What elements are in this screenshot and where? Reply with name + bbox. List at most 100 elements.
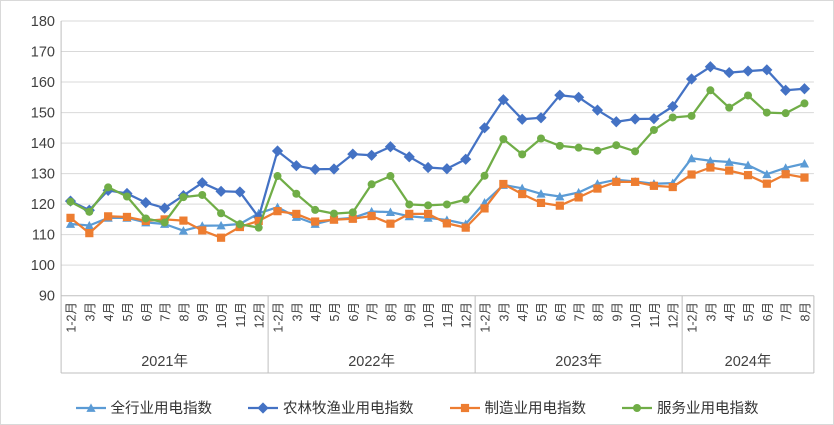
data-point-marker [347, 148, 359, 160]
data-point-marker [536, 198, 546, 208]
data-point-marker [612, 177, 621, 186]
data-point-marker [649, 181, 659, 190]
data-point-marker [518, 150, 527, 159]
data-point-marker [687, 170, 696, 179]
x-month-label: 4月 [723, 302, 737, 321]
data-point-marker [800, 173, 809, 182]
data-point-marker [762, 108, 771, 117]
data-point-marker [537, 134, 545, 143]
x-month-label: 6月 [554, 302, 568, 321]
data-point-marker [648, 113, 660, 125]
y-tick-label: 110 [32, 228, 55, 244]
data-point-marker [725, 103, 734, 112]
data-point-marker [423, 209, 433, 219]
data-point-marker [761, 64, 773, 76]
data-point-marker [499, 135, 508, 144]
legend-label: 全行业用电指数 [110, 401, 213, 417]
data-point-marker [216, 233, 226, 242]
series-1 [64, 61, 811, 223]
data-point-marker [85, 229, 94, 238]
x-month-label: 6月 [140, 302, 154, 321]
data-point-marker [140, 197, 152, 209]
data-point-marker [798, 83, 811, 95]
data-point-marker [329, 215, 339, 224]
data-point-marker [593, 146, 602, 155]
x-year-label: 2024年 [725, 353, 772, 370]
data-point-marker [723, 66, 735, 79]
chart-legend: 全行业用电指数 农林牧渔业用电指数 制造业用电指数 服务业用电指数 [1, 397, 833, 418]
x-month-label: 8月 [591, 302, 605, 321]
data-point-marker [66, 213, 75, 222]
data-point-marker [724, 157, 734, 166]
data-point-marker [215, 185, 227, 197]
x-month-label: 6月 [347, 302, 361, 321]
data-point-marker [478, 122, 491, 134]
data-point-marker [668, 182, 677, 192]
x-month-label: 5月 [742, 302, 756, 321]
data-point-marker [198, 190, 207, 199]
data-point-marker [460, 403, 469, 412]
legend-item-agriculture: 农林牧渔业用电指数 [248, 397, 414, 418]
data-point-marker [216, 220, 226, 230]
legend-label: 服务业用电指数 [657, 401, 759, 417]
data-point-marker [686, 153, 697, 163]
data-point-marker [159, 202, 171, 214]
data-point-marker [85, 207, 94, 216]
x-month-label: 6月 [761, 302, 775, 321]
y-tick-label: 100 [31, 258, 55, 274]
x-month-label: 12月 [667, 302, 681, 328]
data-point-marker [384, 141, 397, 153]
data-point-marker [311, 205, 320, 214]
data-point-marker [273, 207, 282, 216]
data-point-marker [706, 163, 715, 172]
x-year-label: 2023年 [555, 353, 602, 370]
x-month-label: 4月 [309, 302, 323, 321]
series-0 [65, 153, 810, 235]
y-tick-label: 170 [31, 45, 55, 61]
data-point-marker [196, 177, 208, 189]
x-month-label: 8月 [384, 302, 398, 321]
x-month-label: 9月 [610, 302, 624, 321]
series-line [70, 65, 805, 219]
y-tick-label: 90 [39, 289, 55, 305]
data-point-marker [704, 61, 716, 73]
circle-marker-icon [622, 403, 652, 412]
data-point-marker [290, 160, 302, 172]
x-month-label: 12月 [253, 302, 267, 328]
x-month-label: 12月 [460, 302, 474, 328]
data-point-marker [743, 171, 753, 180]
data-point-marker [366, 149, 378, 161]
x-month-label: 8月 [177, 302, 191, 321]
data-point-marker [254, 223, 263, 232]
data-point-marker [254, 216, 263, 226]
x-month-label: 7月 [780, 302, 794, 321]
data-point-marker [593, 184, 602, 193]
data-point-marker [367, 180, 376, 189]
data-point-marker [348, 208, 357, 217]
data-point-marker [198, 226, 207, 235]
data-point-marker [386, 172, 395, 181]
data-point-marker [781, 163, 791, 172]
data-point-marker [705, 156, 715, 165]
data-point-marker [104, 212, 113, 221]
data-point-marker [744, 91, 753, 100]
x-month-label: 3月 [83, 302, 97, 321]
x-year-label: 2021年 [141, 353, 188, 370]
y-tick-label: 130 [31, 167, 55, 183]
data-point-marker [385, 207, 396, 216]
data-point-marker [574, 143, 583, 152]
data-point-marker [480, 171, 489, 180]
x-month-label: 3月 [290, 302, 304, 321]
x-month-label: 11月 [234, 302, 248, 327]
data-point-marker [555, 191, 565, 201]
x-month-label: 11月 [648, 302, 662, 327]
data-point-marker [762, 179, 771, 188]
data-point-marker [442, 219, 451, 228]
data-point-marker [762, 169, 772, 179]
data-point-marker [65, 219, 76, 228]
legend-item-manufacturing: 制造业用电指数 [449, 397, 586, 418]
data-point-marker [499, 179, 508, 189]
x-month-label: 1-2月 [65, 302, 79, 333]
data-point-marker [217, 209, 226, 218]
